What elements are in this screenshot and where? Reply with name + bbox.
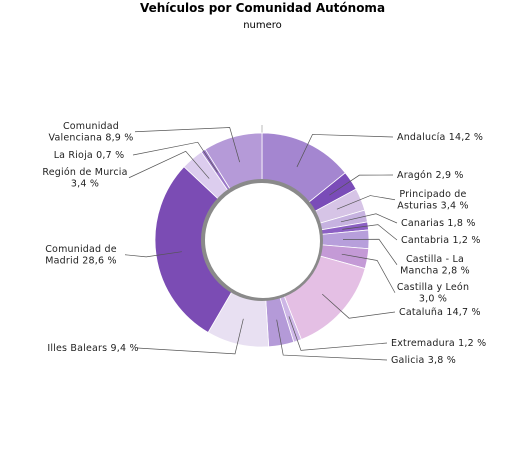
leader-line-9 xyxy=(276,319,388,361)
slice-label-5: Castilla - La Mancha 2,8 % xyxy=(400,254,470,277)
leader-line-14 xyxy=(134,127,240,163)
chart-title: Vehículos por Comunidad Autónoma xyxy=(139,1,386,15)
slice-label-4: Cantabria 1,2 % xyxy=(401,235,481,246)
leader-line-5 xyxy=(342,238,398,265)
slice-label-11: Comunidad de Madrid 28,6 % xyxy=(45,244,117,267)
slice-label-0: Andalucía 14,2 % xyxy=(397,132,483,143)
leader-line-0 xyxy=(296,134,394,168)
slice-label-10: Illes Balears 9,4 % xyxy=(47,343,138,354)
slice-label-6: Castilla y León 3,0 % xyxy=(397,282,469,305)
leader-line-4 xyxy=(342,224,398,241)
slice-label-2: Principado de Asturias 3,4 % xyxy=(397,189,469,212)
slice-label-1: Aragón 2,9 % xyxy=(397,170,464,181)
leader-line-1 xyxy=(329,174,394,196)
slice-label-9: Galicia 3,8 % xyxy=(391,355,456,366)
slice-label-14: Comunidad Valenciana 8,9 % xyxy=(49,121,134,144)
slice-label-7: Cataluña 14,7 % xyxy=(399,307,481,318)
slice-label-12: Región de Murcia 3,4 % xyxy=(42,167,127,190)
chart-subtitle: numero xyxy=(243,20,282,31)
leader-line-13 xyxy=(132,141,218,173)
leader-line-7 xyxy=(322,293,396,319)
donut-hole xyxy=(206,184,320,298)
hole-shadow-ring xyxy=(201,179,323,301)
slice-label-13: La Rioja 0,7 % xyxy=(54,150,125,161)
leader-line-2 xyxy=(336,195,396,210)
leader-line-11 xyxy=(124,251,182,258)
leader-line-8 xyxy=(288,316,388,351)
leader-line-6 xyxy=(341,253,396,293)
leader-line-10 xyxy=(136,318,244,355)
slice-label-3: Canarias 1,8 % xyxy=(401,218,476,229)
leader-line-12 xyxy=(128,150,210,179)
leader-line-3 xyxy=(340,213,398,224)
slice-label-8: Extremadura 1,2 % xyxy=(391,338,486,349)
